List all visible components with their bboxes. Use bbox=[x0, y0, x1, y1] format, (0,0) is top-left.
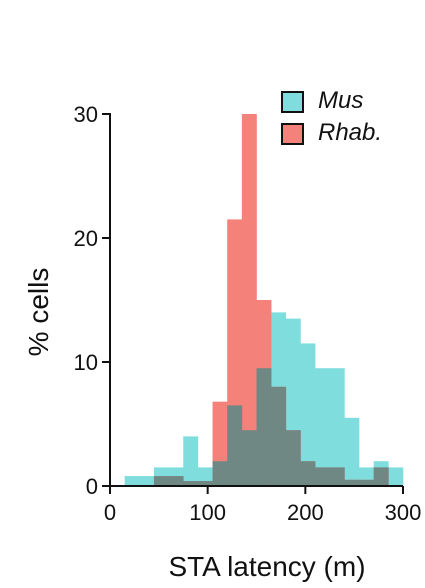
bar-overlap-105 bbox=[212, 461, 228, 486]
legend-label-rhab: Rhab. bbox=[318, 119, 382, 146]
x-tick-label-100: 100 bbox=[189, 500, 226, 525]
bar-overlap-60 bbox=[168, 476, 184, 486]
x-tick-label-300: 300 bbox=[385, 500, 422, 525]
bar-overlap-270 bbox=[373, 467, 389, 486]
y-tick-label-20: 20 bbox=[74, 226, 98, 251]
bar-overlap-255 bbox=[359, 479, 374, 486]
legend-swatch-mus bbox=[281, 91, 304, 113]
bar-overlap-75 bbox=[183, 481, 199, 486]
bar-overlap-225 bbox=[329, 467, 345, 486]
y-tick-label-10: 10 bbox=[74, 350, 98, 375]
x-tick-label-0: 0 bbox=[104, 500, 116, 525]
legend: Mus Rhab. bbox=[281, 87, 382, 146]
legend-label-mus: Mus bbox=[318, 87, 363, 114]
bar-mus-225 bbox=[329, 368, 345, 486]
bar-overlap-45 bbox=[153, 476, 169, 486]
bar-overlap-240 bbox=[344, 479, 360, 486]
y-axis-title: % cells bbox=[23, 268, 54, 357]
bar-overlap-180 bbox=[285, 430, 301, 486]
bar-overlap-90 bbox=[197, 481, 213, 486]
axes-layer bbox=[109, 113, 403, 487]
y-tick-label-30: 30 bbox=[74, 102, 98, 127]
y-tick-label-0: 0 bbox=[86, 474, 98, 499]
bar-overlap-135 bbox=[241, 430, 257, 486]
bar-rhab-135 bbox=[241, 114, 257, 486]
bar-mus-210 bbox=[315, 368, 331, 486]
bar-mus-30 bbox=[139, 476, 155, 486]
x-tick-label-200: 200 bbox=[287, 500, 324, 525]
bar-mus-240 bbox=[344, 417, 360, 486]
bar-mus-75 bbox=[183, 436, 199, 486]
bar-overlap-150 bbox=[256, 368, 272, 486]
bar-overlap-165 bbox=[271, 386, 287, 486]
bar-mus-285 bbox=[388, 467, 404, 486]
bars-layer bbox=[124, 114, 404, 486]
bar-mus-195 bbox=[300, 343, 316, 486]
bar-overlap-210 bbox=[315, 467, 331, 486]
x-axis-title: STA latency (m) bbox=[168, 551, 365, 582]
legend-swatch-rhab bbox=[281, 123, 304, 145]
bar-overlap-120 bbox=[227, 405, 243, 486]
bar-overlap-195 bbox=[300, 461, 316, 486]
bar-mus-15 bbox=[124, 476, 140, 486]
